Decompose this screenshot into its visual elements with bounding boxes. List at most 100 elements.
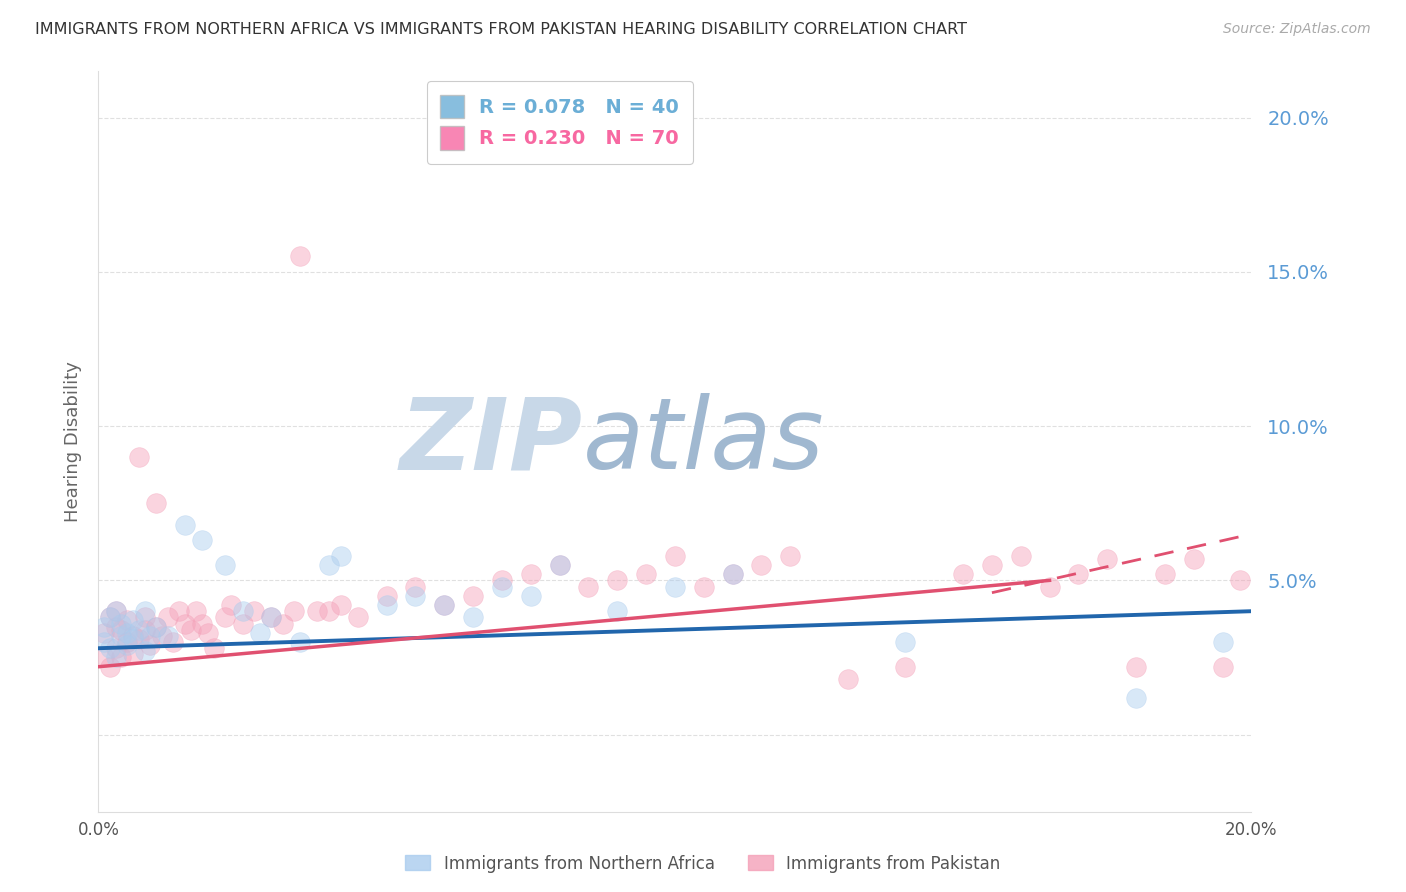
Point: [134, 604, 156, 618]
Point: [329, 598, 352, 612]
Point: [156, 629, 179, 643]
Point: [93, 625, 115, 640]
Point: [260, 610, 283, 624]
Point: [491, 580, 513, 594]
Point: [290, 635, 312, 649]
Point: [721, 567, 744, 582]
Point: [139, 629, 162, 643]
Point: [104, 604, 127, 618]
Point: [231, 616, 254, 631]
Point: [117, 635, 139, 649]
Point: [548, 558, 571, 572]
Point: [139, 638, 162, 652]
Point: [636, 567, 658, 582]
Point: [271, 616, 294, 631]
Point: [1125, 690, 1147, 705]
Point: [162, 635, 184, 649]
Point: [894, 635, 917, 649]
Point: [664, 549, 686, 563]
Point: [110, 650, 132, 665]
Point: [104, 619, 127, 633]
Point: [219, 598, 242, 612]
Y-axis label: Hearing Disability: Hearing Disability: [63, 361, 82, 522]
Point: [290, 250, 312, 264]
Point: [145, 619, 167, 633]
Point: [174, 517, 197, 532]
Point: [180, 623, 202, 637]
Point: [307, 604, 329, 618]
Point: [122, 629, 145, 643]
Point: [98, 610, 121, 624]
Point: [104, 604, 127, 618]
Point: [122, 632, 145, 646]
Point: [110, 629, 132, 643]
Point: [1154, 567, 1177, 582]
Point: [110, 616, 132, 631]
Point: [375, 589, 398, 603]
Point: [461, 589, 484, 603]
Point: [721, 567, 744, 582]
Point: [145, 619, 167, 633]
Point: [98, 641, 121, 656]
Text: Source: ZipAtlas.com: Source: ZipAtlas.com: [1223, 22, 1371, 37]
Point: [520, 589, 543, 603]
Point: [837, 672, 859, 686]
Point: [214, 610, 236, 624]
Point: [214, 558, 236, 572]
Point: [433, 598, 456, 612]
Point: [405, 589, 427, 603]
Point: [375, 598, 398, 612]
Legend: Immigrants from Northern Africa, Immigrants from Pakistan: Immigrants from Northern Africa, Immigra…: [399, 848, 1007, 880]
Point: [122, 648, 145, 662]
Point: [1182, 551, 1205, 566]
Point: [98, 610, 121, 624]
Point: [1212, 659, 1234, 673]
Point: [548, 558, 571, 572]
Point: [952, 567, 974, 582]
Point: [134, 644, 156, 658]
Point: [779, 549, 801, 563]
Point: [751, 558, 773, 572]
Point: [346, 610, 368, 624]
Point: [243, 604, 266, 618]
Point: [191, 616, 214, 631]
Point: [122, 614, 145, 628]
Point: [433, 598, 456, 612]
Text: atlas: atlas: [582, 393, 824, 490]
Point: [606, 574, 628, 588]
Point: [98, 659, 121, 673]
Point: [104, 650, 127, 665]
Point: [1067, 567, 1090, 582]
Text: ZIP: ZIP: [399, 393, 582, 490]
Point: [167, 604, 190, 618]
Point: [249, 625, 271, 640]
Point: [93, 650, 115, 665]
Point: [894, 659, 917, 673]
Point: [1010, 549, 1032, 563]
Point: [191, 533, 214, 548]
Point: [186, 604, 208, 618]
Point: [318, 604, 340, 618]
Point: [93, 619, 115, 633]
Legend: R = 0.078   N = 40, R = 0.230   N = 70: R = 0.078 N = 40, R = 0.230 N = 70: [426, 81, 693, 163]
Point: [1229, 574, 1251, 588]
Point: [461, 610, 484, 624]
Point: [329, 549, 352, 563]
Point: [128, 632, 150, 646]
Point: [664, 580, 686, 594]
Point: [202, 641, 225, 656]
Point: [104, 641, 127, 656]
Point: [150, 629, 173, 643]
Point: [520, 567, 543, 582]
Point: [405, 580, 427, 594]
Text: IMMIGRANTS FROM NORTHERN AFRICA VS IMMIGRANTS FROM PAKISTAN HEARING DISABILITY C: IMMIGRANTS FROM NORTHERN AFRICA VS IMMIG…: [35, 22, 967, 37]
Point: [1125, 659, 1147, 673]
Point: [197, 625, 219, 640]
Point: [134, 610, 156, 624]
Point: [117, 638, 139, 652]
Point: [128, 450, 150, 464]
Point: [693, 580, 716, 594]
Point: [134, 623, 156, 637]
Point: [110, 623, 132, 637]
Point: [1039, 580, 1062, 594]
